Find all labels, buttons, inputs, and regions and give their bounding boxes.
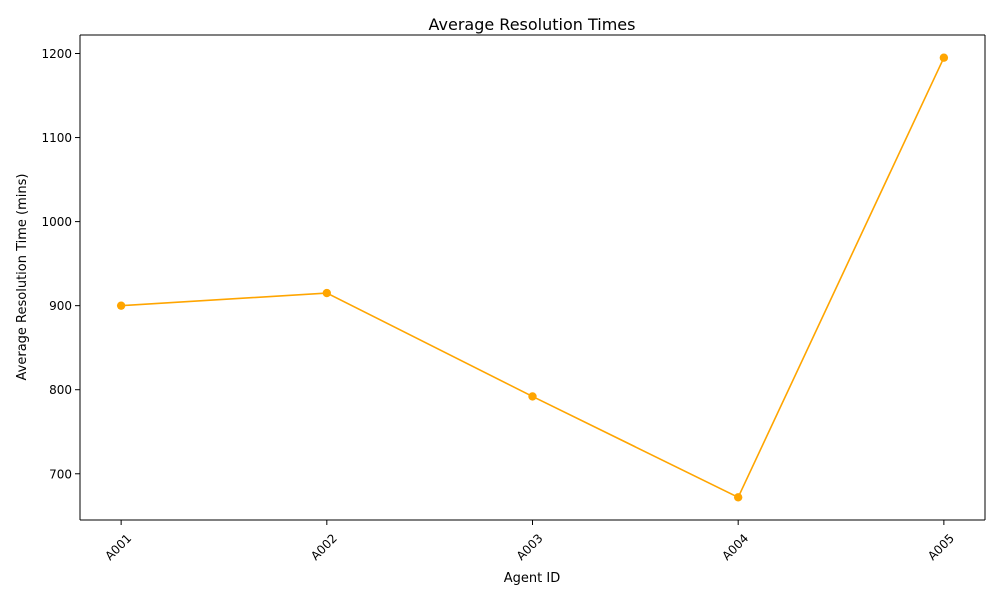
chart-title: Average Resolution Times	[429, 15, 636, 34]
y-axis-label: Average Resolution Time (mins)	[15, 174, 30, 381]
x-tick-label: A002	[308, 531, 340, 563]
y-tick-label: 1200	[41, 47, 72, 61]
plot-background	[80, 35, 985, 520]
x-tick-label: A005	[925, 531, 957, 563]
x-axis-ticks: A001 A002 A003 A004 A005	[102, 520, 957, 563]
y-tick-label: 800	[49, 383, 72, 397]
data-point	[322, 288, 332, 298]
y-axis-ticks: 700 800 900 1000 1100 1200	[41, 47, 80, 481]
y-tick-label: 900	[49, 299, 72, 313]
y-tick-label: 1100	[41, 131, 72, 145]
data-point	[116, 301, 126, 310]
x-tick-label: A004	[719, 531, 751, 563]
series-layer	[116, 53, 949, 502]
data-point	[733, 493, 743, 502]
x-tick-label: A001	[102, 531, 134, 563]
x-axis-label: Agent ID	[504, 571, 560, 586]
y-tick-label: 1000	[41, 215, 72, 229]
data-point	[528, 392, 537, 401]
data-point	[939, 53, 949, 62]
axes-frame	[79, 34, 986, 521]
x-tick-label: A003	[514, 531, 546, 563]
y-tick-label: 700	[49, 467, 72, 481]
